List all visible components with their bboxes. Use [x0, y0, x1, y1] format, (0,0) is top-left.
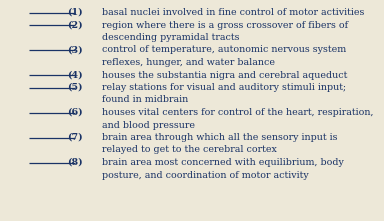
Text: posture, and coordination of motor activity: posture, and coordination of motor activ…: [102, 170, 308, 179]
Text: houses vital centers for control of the heart, respiration,: houses vital centers for control of the …: [102, 108, 373, 117]
Text: region where there is a gross crossover of fibers of: region where there is a gross crossover …: [102, 21, 348, 29]
Text: houses the substantia nigra and cerebral aqueduct: houses the substantia nigra and cerebral…: [102, 70, 347, 80]
Text: (8): (8): [67, 158, 83, 167]
Text: brain area through which all the sensory input is: brain area through which all the sensory…: [102, 133, 337, 142]
Text: (5): (5): [67, 83, 83, 92]
Text: (3): (3): [67, 46, 83, 55]
Text: (2): (2): [67, 21, 83, 29]
Text: (6): (6): [67, 108, 83, 117]
Text: found in midbrain: found in midbrain: [102, 95, 188, 105]
Text: and blood pressure: and blood pressure: [102, 120, 195, 130]
Text: (4): (4): [67, 70, 83, 80]
Text: basal nuclei involved in fine control of motor activities: basal nuclei involved in fine control of…: [102, 8, 364, 17]
Text: relay stations for visual and auditory stimuli input;: relay stations for visual and auditory s…: [102, 83, 346, 92]
Text: reflexes, hunger, and water balance: reflexes, hunger, and water balance: [102, 58, 275, 67]
Text: (7): (7): [67, 133, 83, 142]
Text: descending pyramidal tracts: descending pyramidal tracts: [102, 33, 239, 42]
Text: control of temperature, autonomic nervous system: control of temperature, autonomic nervou…: [102, 46, 346, 55]
Text: relayed to get to the cerebral cortex: relayed to get to the cerebral cortex: [102, 145, 276, 154]
Text: brain area most concerned with equilibrium, body: brain area most concerned with equilibri…: [102, 158, 344, 167]
Text: (1): (1): [67, 8, 83, 17]
